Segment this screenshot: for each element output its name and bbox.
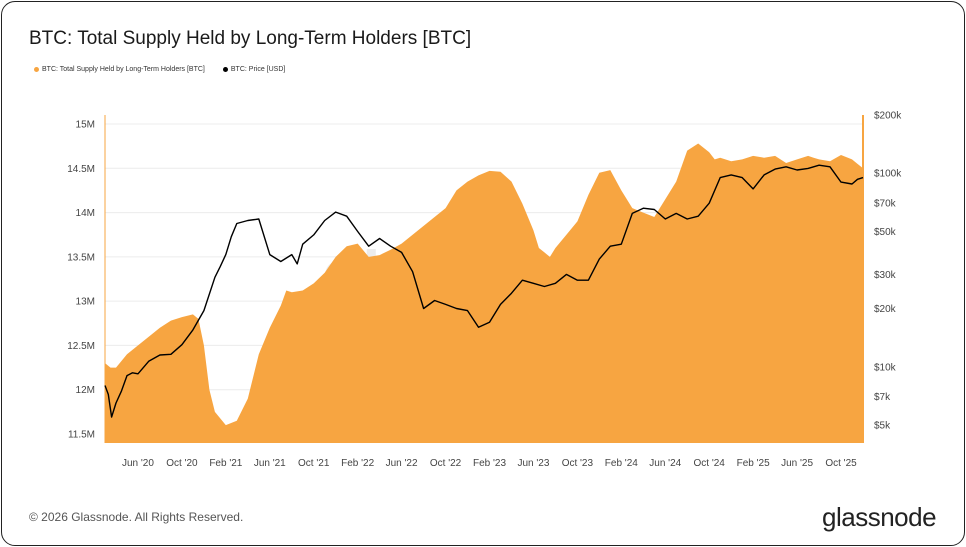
left-tick-label: 14.5M [67,164,95,175]
legend-dot-supply [34,67,39,72]
right-tick-label: $10k [874,362,897,373]
x-tick-label: Oct '22 [430,458,462,469]
x-tick-label: Jun '23 [517,458,549,469]
right-tick-label: $30k [874,270,897,281]
chart-title: BTC: Total Supply Held by Long-Term Hold… [29,28,472,49]
x-tick-label: Jun '21 [254,458,286,469]
right-tick-label: $20k [874,304,897,315]
x-tick-label: Feb '24 [605,458,638,469]
left-tick-label: 15M [76,120,95,131]
x-tick-label: Feb '22 [341,458,374,469]
x-tick-label: Jun '22 [386,458,418,469]
x-tick-label: Jun '24 [649,458,681,469]
right-tick-label: $100k [874,169,902,180]
right-tick-label: $50k [874,227,897,238]
copyright-text: © 2026 Glassnode. All Rights Reserved. [29,510,244,524]
x-tick-label: Oct '24 [694,458,726,469]
left-tick-label: 14M [76,208,95,219]
legend-item-price[interactable]: BTC: Price [USD] [222,66,286,73]
btc-price-line [104,164,864,418]
left-tick-label: 12.5M [67,341,95,352]
left-tick-label: 13.5M [67,252,95,263]
right-tick-label: $70k [874,199,897,210]
right-tick-label: $5k [874,421,891,432]
x-tick-label: Feb '21 [209,458,242,469]
left-tick-label: 13M [76,297,95,308]
x-tick-label: Jun '25 [781,458,813,469]
legend-label-price: BTC: Price [USD] [230,66,286,73]
left-tick-label: 11.5M [68,430,95,441]
x-tick-label: Oct '20 [166,458,198,469]
right-tick-label: $200k [874,111,902,122]
left-tick-label: 12M [76,385,95,396]
legend-dot-price [222,67,228,72]
legend-item-supply[interactable]: BTC: Total Supply Held by Long-Term Hold… [34,66,205,73]
legend: BTC: Total Supply Held by Long-Term Hold… [34,66,285,73]
x-tick-label: Feb '25 [737,458,770,469]
x-tick-label: Oct '23 [562,458,594,469]
x-tick-label: Oct '21 [298,458,330,469]
right-tick-label: $7k [874,392,891,403]
x-tick-label: Feb '23 [473,458,506,469]
x-tick-label: Oct '25 [825,458,857,469]
x-tick-label: Jun '20 [122,458,154,469]
legend-label-supply: BTC: Total Supply Held by Long-Term Hold… [42,66,205,73]
lth-supply-area [105,143,863,443]
glassnode-logo: glassnode [822,502,937,532]
